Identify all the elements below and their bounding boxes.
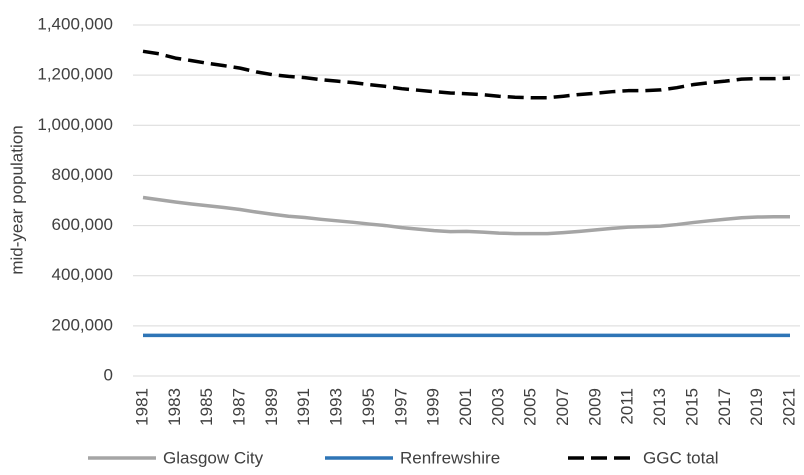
y-tick-label: 1,000,000: [37, 115, 113, 134]
y-tick-label: 1,200,000: [37, 65, 113, 84]
x-tick-label: 2015: [682, 388, 701, 426]
y-axis-label: mid-year population: [7, 125, 26, 274]
legend-label: Renfrewshire: [400, 448, 500, 467]
x-tick-label: 1999: [424, 388, 443, 426]
line-series: [142, 49, 791, 100]
x-tick-label: 2013: [650, 388, 669, 426]
x-tick-label: 1989: [262, 388, 281, 426]
y-tick-label: 200,000: [52, 315, 113, 334]
legend-label: Glasgow City: [163, 448, 264, 467]
x-tick-label: 2017: [715, 388, 734, 426]
x-tick-label: 1981: [132, 388, 151, 426]
x-tick-label: 1993: [327, 388, 346, 426]
y-tick-label: 0: [104, 365, 113, 384]
y-tick-label: 400,000: [52, 265, 113, 284]
x-tick-label: 2019: [747, 388, 766, 426]
x-tick-label: 1983: [165, 388, 184, 426]
line-series: [142, 195, 790, 236]
y-tick-label: 1,400,000: [37, 14, 113, 33]
y-tick-label: 800,000: [52, 165, 113, 184]
legend-label: GGC total: [643, 448, 719, 467]
x-tick-label: 1995: [359, 388, 378, 426]
x-tick-label: 2001: [456, 388, 475, 426]
x-tick-label: 1987: [230, 388, 249, 426]
x-tick-label: 2021: [779, 388, 798, 426]
x-tick-label: 1997: [391, 388, 410, 426]
x-tick-label: 2009: [585, 388, 604, 426]
y-tick-label: 600,000: [52, 215, 113, 234]
x-tick-label: 2005: [521, 388, 540, 426]
x-tick-label: 1985: [197, 388, 216, 426]
x-tick-label: 2007: [553, 388, 572, 426]
x-tick-label: 2011: [618, 388, 637, 425]
x-tick-label: 1991: [294, 388, 313, 426]
x-tick-label: 2003: [488, 388, 507, 426]
